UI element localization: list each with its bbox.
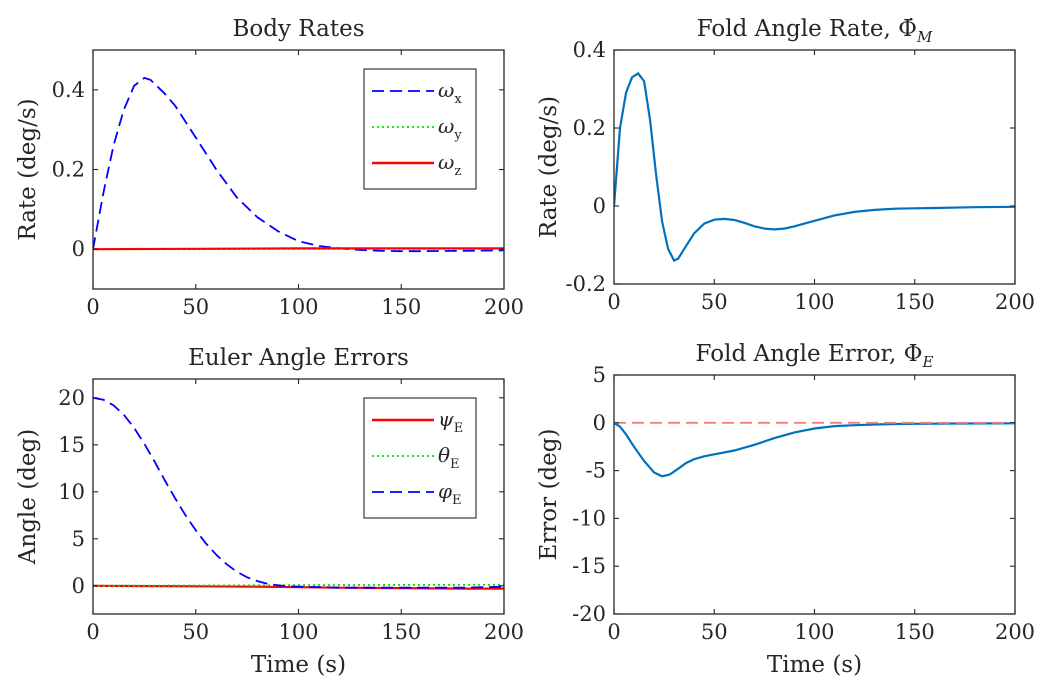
x-tick-label: 50	[701, 620, 728, 644]
y-tick-label: 10	[58, 480, 85, 504]
series-line-3-2	[93, 583, 504, 587]
series-line-1-3	[93, 247, 504, 251]
y-tick-label: 0.2	[52, 158, 85, 182]
y-axis-label: Rate (deg/s)	[15, 98, 41, 240]
x-tick-label: 150	[895, 290, 935, 314]
y-axis-label: Angle (deg)	[15, 429, 41, 565]
y-tick-label: 0	[593, 411, 606, 435]
y-tick-label: -20	[572, 602, 606, 626]
y-tick-label: 0	[72, 574, 85, 598]
x-axis-label: Time (s)	[767, 652, 862, 678]
x-tick-label: 200	[484, 620, 524, 644]
series-line-4-1	[614, 421, 1015, 478]
chart-title: Fold Angle Error, ΦE	[696, 341, 934, 371]
x-tick-label: 150	[895, 620, 935, 644]
y-tick-label: 0	[72, 237, 85, 261]
y-axis-label: Rate (deg/s)	[536, 96, 562, 238]
legend-box	[363, 68, 477, 190]
legend-entry: θE	[438, 443, 460, 472]
x-axis-label: Time (s)	[251, 652, 346, 678]
y-tick-label: -10	[572, 506, 606, 530]
y-tick-label: -5	[586, 459, 606, 483]
y-tick-label: 15	[58, 433, 85, 457]
x-tick-label: 50	[701, 290, 728, 314]
x-tick-label: 0	[607, 620, 620, 644]
x-tick-label: 100	[794, 620, 834, 644]
legend-entry: ωz	[438, 150, 461, 179]
legend: ωx ωy ωz	[363, 68, 477, 190]
plot-frame	[613, 49, 1016, 285]
legend: ψE θE φE	[363, 397, 477, 519]
y-tick-label: 0	[593, 194, 606, 218]
legend-box	[363, 397, 477, 519]
x-tick-label: 0	[607, 290, 620, 314]
y-tick-label: -15	[572, 554, 606, 578]
y-tick-label: 20	[58, 386, 85, 410]
y-axis-label: Error (deg)	[536, 429, 562, 561]
series-line-1-1	[93, 76, 504, 253]
x-tick-label: 100	[278, 620, 318, 644]
series-line-2-1	[614, 71, 1015, 263]
chart-title: Euler Angle Errors	[188, 345, 409, 371]
chart-4: 0 50 100 150 200 -20 -15 -10 -5 0 5 Fold Angle Erro…	[536, 341, 1035, 678]
chart-1: 0 50 100 150 200 0 0.2 0.4 Body Rates Rate (deg/s…	[15, 16, 524, 319]
x-tick-label: 200	[995, 290, 1035, 314]
plot-frame	[613, 374, 1016, 615]
y-tick-label: 0.4	[573, 38, 606, 62]
x-tick-label: 150	[381, 295, 421, 319]
chart-title: Body Rates	[233, 16, 365, 42]
legend-entry: ωx	[438, 78, 462, 107]
series-line-3-3	[93, 396, 504, 589]
x-tick-label: 0	[86, 295, 99, 319]
x-tick-label: 50	[182, 620, 209, 644]
x-tick-label: 0	[86, 620, 99, 644]
legend-entry: ψE	[438, 407, 463, 436]
legend-entry: φE	[438, 479, 462, 508]
chart-3: 0 50 100 150 200 0 5 10 15 20 Euler Angle Errors An…	[15, 345, 524, 678]
y-tick-label: 5	[593, 363, 606, 387]
x-tick-label: 150	[381, 620, 421, 644]
y-tick-label: 0.2	[573, 116, 606, 140]
y-tick-label: 0.4	[52, 78, 85, 102]
x-tick-label: 50	[182, 295, 209, 319]
x-tick-label: 100	[794, 290, 834, 314]
x-tick-label: 200	[995, 620, 1035, 644]
legend-entry: ωy	[438, 114, 462, 143]
y-tick-label: 5	[72, 527, 85, 551]
chart-title: Fold Angle Rate, Φ̇M	[697, 16, 933, 46]
x-tick-label: 200	[484, 295, 524, 319]
y-tick-label: -0.2	[566, 272, 607, 296]
x-tick-label: 100	[278, 295, 318, 319]
